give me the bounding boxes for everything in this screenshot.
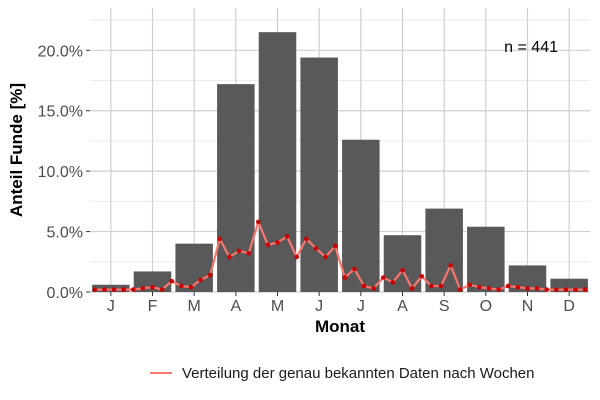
week-point xyxy=(121,287,126,292)
week-point xyxy=(573,287,578,292)
week-point xyxy=(390,280,396,285)
week-point xyxy=(400,267,405,273)
week-point xyxy=(294,254,300,260)
week-point xyxy=(544,287,550,292)
x-tick-label: J xyxy=(357,298,365,315)
bar xyxy=(92,284,130,292)
week-point xyxy=(525,286,530,291)
y-ticks: 0.0% 5.0% 10.0% 15.0% 20.0% xyxy=(38,43,90,302)
week-point xyxy=(217,236,223,242)
week-point xyxy=(150,284,155,290)
plot-panel xyxy=(90,8,590,292)
week-point xyxy=(246,251,251,256)
annotation-n: n = 441 xyxy=(504,39,558,56)
week-point xyxy=(188,284,194,290)
week-point xyxy=(352,266,357,272)
week-point xyxy=(169,278,175,284)
week-point xyxy=(140,286,146,291)
week-point xyxy=(554,287,559,292)
week-series-line xyxy=(94,220,586,291)
week-point xyxy=(429,283,434,289)
week-point xyxy=(477,284,482,290)
x-tick-label: O xyxy=(480,298,492,315)
week-point xyxy=(207,272,213,278)
x-tick-label: F xyxy=(148,298,158,315)
week-point xyxy=(534,286,540,291)
week-point xyxy=(198,277,203,283)
legend-label: Verteilung der genau bekannten Daten nac… xyxy=(182,365,535,382)
week-point xyxy=(563,287,569,292)
x-tick-label: J xyxy=(315,298,323,315)
x-tick-label: S xyxy=(439,298,450,315)
week-point xyxy=(505,283,511,289)
week-point xyxy=(448,263,453,268)
week-point xyxy=(371,286,376,291)
week-point xyxy=(467,282,473,288)
bar xyxy=(300,57,338,292)
y-tick-label: 5.0% xyxy=(47,225,83,242)
x-axis-title: Monat xyxy=(315,317,365,336)
week-point xyxy=(515,284,521,290)
week-point xyxy=(342,275,348,280)
bar xyxy=(467,226,505,292)
y-tick-label: 15.0% xyxy=(38,104,83,121)
week-point xyxy=(227,254,232,260)
week-point xyxy=(496,287,501,292)
week-point xyxy=(255,219,261,225)
week-point xyxy=(313,246,319,251)
week-point xyxy=(304,236,309,242)
week-point xyxy=(111,287,117,292)
bar xyxy=(258,32,297,292)
bar xyxy=(217,84,255,292)
bar xyxy=(342,139,380,292)
week-point xyxy=(323,254,328,260)
legend: Verteilung der genau bekannten Daten nac… xyxy=(150,365,535,382)
week-point xyxy=(419,273,425,279)
week-point xyxy=(265,242,271,248)
week-point xyxy=(102,287,107,292)
x-tick-label: M xyxy=(188,298,201,315)
x-tick-label: D xyxy=(563,298,575,315)
week-point xyxy=(159,287,165,292)
week-point xyxy=(409,286,415,291)
y-axis-title: Anteil Funde [%] xyxy=(7,83,26,217)
week-point xyxy=(179,283,184,289)
week-point xyxy=(380,275,386,280)
week-point xyxy=(130,287,136,292)
x-tick-label: J xyxy=(107,298,115,315)
x-tick-label: M xyxy=(271,298,284,315)
y-tick-label: 10.0% xyxy=(38,164,83,181)
week-point xyxy=(582,287,588,292)
week-point xyxy=(275,240,280,245)
week-point xyxy=(92,287,98,292)
y-tick-label: 0.0% xyxy=(47,285,83,302)
x-tick-label: A xyxy=(397,298,408,315)
x-tick-label: A xyxy=(230,298,241,315)
x-tick-label: N xyxy=(522,298,534,315)
week-line xyxy=(92,219,588,292)
week-point xyxy=(457,287,463,292)
week-point xyxy=(284,234,290,239)
week-point xyxy=(486,286,492,291)
bar xyxy=(383,235,422,292)
week-point xyxy=(361,283,367,289)
week-point xyxy=(438,283,444,289)
week-point xyxy=(236,248,242,254)
week-point xyxy=(332,243,338,249)
y-tick-label: 20.0% xyxy=(38,43,83,60)
